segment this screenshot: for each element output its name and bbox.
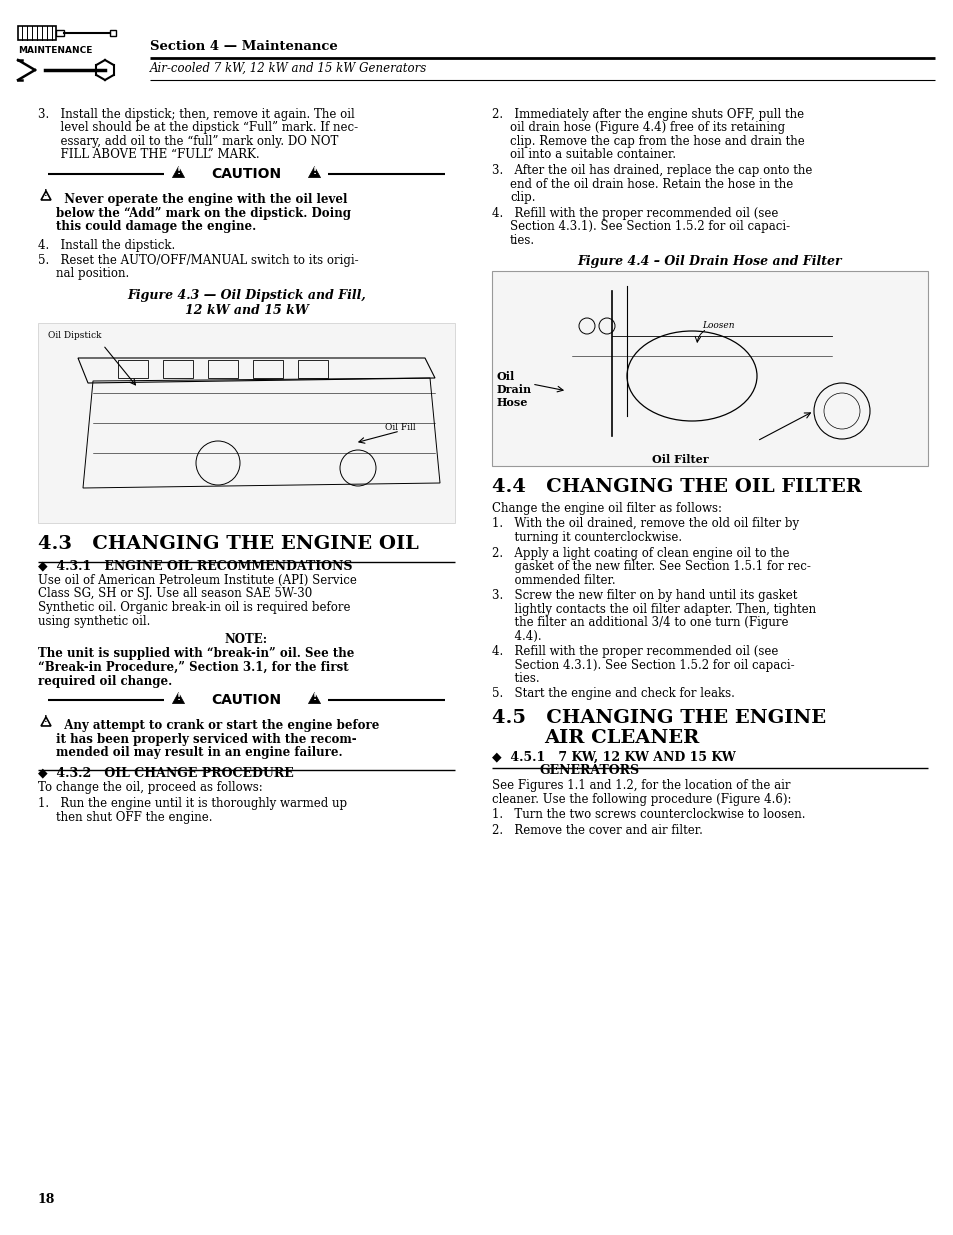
Text: the filter an additional 3/4 to one turn (Figure: the filter an additional 3/4 to one turn… [492, 616, 788, 629]
Text: FILL ABOVE THE “FULL” MARK.: FILL ABOVE THE “FULL” MARK. [38, 148, 259, 162]
Text: then shut OFF the engine.: then shut OFF the engine. [56, 810, 213, 824]
Text: oil into a suitable container.: oil into a suitable container. [510, 148, 676, 162]
Text: ◆  4.5.1   7 KW, 12 KW AND 15 KW: ◆ 4.5.1 7 KW, 12 KW AND 15 KW [492, 751, 735, 764]
Text: 2.   Remove the cover and air filter.: 2. Remove the cover and air filter. [492, 824, 702, 837]
Text: Loosen: Loosen [701, 321, 734, 330]
Text: !: ! [44, 715, 48, 725]
Bar [110, 30, 116, 36]
Text: Figure 4.4 – Oil Drain Hose and Filter: Figure 4.4 – Oil Drain Hose and Filter [578, 254, 841, 268]
Text: 12 kW and 15 kW: 12 kW and 15 kW [185, 304, 308, 317]
Text: 3.   Screw the new filter on by hand until its gasket: 3. Screw the new filter on by hand until… [492, 589, 797, 601]
Bar [492, 270, 927, 466]
Text: 4.   Refill with the proper recommended oil (see: 4. Refill with the proper recommended oi… [492, 206, 778, 220]
Text: AIR CLEANER: AIR CLEANER [543, 729, 699, 747]
Text: !: ! [176, 167, 180, 175]
Text: 1.   Run the engine until it is thoroughly warmed up: 1. Run the engine until it is thoroughly… [38, 797, 347, 810]
Text: See Figures 1.1 and 1.2, for the location of the air: See Figures 1.1 and 1.2, for the locatio… [492, 779, 790, 793]
Text: oil drain hose (Figure 4.4) free of its retaining: oil drain hose (Figure 4.4) free of its … [510, 121, 784, 135]
Text: 1.   Turn the two screws counterclockwise to loosen.: 1. Turn the two screws counterclockwise … [492, 809, 804, 821]
Text: 4.4).: 4.4). [492, 630, 541, 642]
Text: Drain: Drain [497, 384, 532, 395]
Text: essary, add oil to the “full” mark only. DO NOT: essary, add oil to the “full” mark only.… [38, 135, 338, 148]
Polygon shape [172, 693, 184, 704]
Text: ommended filter.: ommended filter. [492, 573, 615, 587]
Bar [163, 359, 193, 378]
Text: Oil Fill: Oil Fill [385, 424, 416, 432]
Text: gasket of the new filter. See Section 1.5.1 for rec-: gasket of the new filter. See Section 1.… [492, 559, 810, 573]
Text: mended oil may result in an engine failure.: mended oil may result in an engine failu… [56, 746, 342, 760]
Polygon shape [308, 167, 320, 178]
Text: The unit is supplied with “break-in” oil. See the: The unit is supplied with “break-in” oil… [38, 647, 354, 661]
Polygon shape [308, 693, 320, 704]
Text: 2.   Apply a light coating of clean engine oil to the: 2. Apply a light coating of clean engine… [492, 547, 789, 559]
Text: 4.   Refill with the proper recommended oil (see: 4. Refill with the proper recommended oi… [492, 645, 778, 658]
Text: CAUTION: CAUTION [212, 693, 281, 706]
Text: 3.   After the oil has drained, replace the cap onto the: 3. After the oil has drained, replace th… [492, 164, 812, 177]
Text: 18: 18 [38, 1193, 55, 1207]
Text: Use oil of American Petroleum Institute (API) Service: Use oil of American Petroleum Institute … [38, 574, 356, 587]
Text: 3.   Install the dipstick; then, remove it again. The oil: 3. Install the dipstick; then, remove it… [38, 107, 355, 121]
Text: clip. Remove the cap from the hose and drain the: clip. Remove the cap from the hose and d… [510, 135, 804, 148]
Text: 2.   Immediately after the engine shuts OFF, pull the: 2. Immediately after the engine shuts OF… [492, 107, 803, 121]
Text: nal position.: nal position. [56, 268, 129, 280]
Bar [253, 359, 283, 378]
Text: Section 4.3.1). See Section 1.5.2 for oil capaci-: Section 4.3.1). See Section 1.5.2 for oi… [492, 658, 794, 672]
Bar [56, 30, 64, 36]
Text: NOTE:: NOTE: [225, 634, 268, 646]
Text: below the “Add” mark on the dipstick. Doing: below the “Add” mark on the dipstick. Do… [56, 206, 351, 220]
Text: turning it counterclockwise.: turning it counterclockwise. [492, 531, 681, 543]
Text: Oil Dipstick: Oil Dipstick [48, 331, 101, 340]
Text: Class SG, SH or SJ. Use all season SAE 5W-30: Class SG, SH or SJ. Use all season SAE 5… [38, 588, 312, 600]
Text: CAUTION: CAUTION [212, 167, 281, 182]
Text: clip.: clip. [510, 191, 535, 204]
Text: ◆  4.3.1   ENGINE OIL RECOMMENDATIONS: ◆ 4.3.1 ENGINE OIL RECOMMENDATIONS [38, 559, 352, 572]
Text: Section 4 — Maintenance: Section 4 — Maintenance [150, 40, 337, 53]
Text: 4.4   CHANGING THE OIL FILTER: 4.4 CHANGING THE OIL FILTER [492, 478, 861, 496]
Text: Oil: Oil [497, 370, 515, 382]
Text: ties.: ties. [492, 672, 539, 685]
Text: using synthetic oil.: using synthetic oil. [38, 615, 151, 627]
Text: !: ! [44, 189, 48, 199]
Text: end of the oil drain hose. Retain the hose in the: end of the oil drain hose. Retain the ho… [510, 178, 792, 190]
Text: Synthetic oil. Organic break-in oil is required before: Synthetic oil. Organic break-in oil is r… [38, 601, 350, 614]
Text: Never operate the engine with the oil level: Never operate the engine with the oil le… [56, 193, 347, 206]
Text: 1.   With the oil drained, remove the old oil filter by: 1. With the oil drained, remove the old … [492, 517, 799, 531]
Bar [208, 359, 237, 378]
Text: ◆  4.3.2   OIL CHANGE PROCEDURE: ◆ 4.3.2 OIL CHANGE PROCEDURE [38, 767, 294, 779]
Text: MAINTENANCE: MAINTENANCE [18, 46, 92, 56]
Text: GENERATORS: GENERATORS [539, 764, 639, 778]
Text: Figure 4.3 — Oil Dipstick and Fill,: Figure 4.3 — Oil Dipstick and Fill, [127, 289, 366, 303]
Text: cleaner. Use the following procedure (Figure 4.6):: cleaner. Use the following procedure (Fi… [492, 793, 791, 806]
Text: lightly contacts the oil filter adapter. Then, tighten: lightly contacts the oil filter adapter.… [492, 603, 815, 615]
Text: 5.   Start the engine and check for leaks.: 5. Start the engine and check for leaks. [492, 688, 734, 700]
Bar [18, 26, 56, 40]
Text: !: ! [312, 167, 316, 175]
Text: this could damage the engine.: this could damage the engine. [56, 220, 256, 233]
Bar [118, 359, 148, 378]
Bar [38, 324, 455, 522]
Text: Hose: Hose [497, 396, 528, 408]
Text: Section 4.3.1). See Section 1.5.2 for oil capaci-: Section 4.3.1). See Section 1.5.2 for oi… [510, 220, 789, 233]
Text: “Break-in Procedure,” Section 3.1, for the first: “Break-in Procedure,” Section 3.1, for t… [38, 661, 348, 674]
Bar [297, 359, 328, 378]
Text: 4.3   CHANGING THE ENGINE OIL: 4.3 CHANGING THE ENGINE OIL [38, 535, 418, 553]
Text: ties.: ties. [510, 233, 535, 247]
Text: 4.5   CHANGING THE ENGINE: 4.5 CHANGING THE ENGINE [492, 709, 825, 727]
Text: it has been properly serviced with the recom-: it has been properly serviced with the r… [56, 732, 356, 746]
Text: level should be at the dipstick “Full” mark. If nec-: level should be at the dipstick “Full” m… [38, 121, 357, 135]
Text: Change the engine oil filter as follows:: Change the engine oil filter as follows: [492, 501, 721, 515]
Text: required oil change.: required oil change. [38, 674, 172, 688]
Text: Any attempt to crank or start the engine before: Any attempt to crank or start the engine… [56, 719, 379, 732]
Text: !: ! [176, 693, 180, 701]
Text: To change the oil, proceed as follows:: To change the oil, proceed as follows: [38, 782, 262, 794]
Text: Air-cooled 7 kW, 12 kW and 15 kW Generators: Air-cooled 7 kW, 12 kW and 15 kW Generat… [150, 62, 427, 75]
Text: !: ! [312, 693, 316, 701]
Text: Oil Filter: Oil Filter [651, 454, 708, 466]
Polygon shape [172, 167, 184, 178]
Text: 5.   Reset the AUTO/OFF/MANUAL switch to its origi-: 5. Reset the AUTO/OFF/MANUAL switch to i… [38, 254, 358, 267]
Text: 4.   Install the dipstick.: 4. Install the dipstick. [38, 238, 175, 252]
